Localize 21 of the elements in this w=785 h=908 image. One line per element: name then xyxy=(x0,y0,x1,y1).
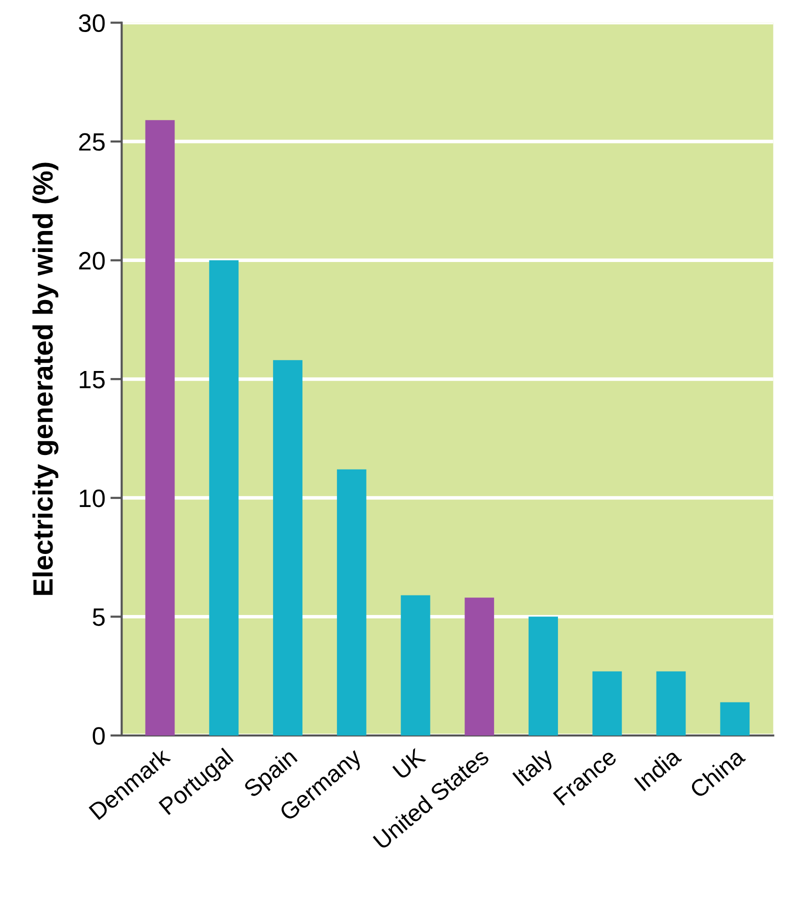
y-tick-label: 15 xyxy=(80,370,105,388)
bar xyxy=(273,360,302,736)
y-tick-label: 20 xyxy=(79,252,105,270)
y-tick-label: 25 xyxy=(79,133,105,151)
bar xyxy=(592,671,622,736)
y-tick-label: 30 xyxy=(78,14,105,32)
bar xyxy=(336,469,366,736)
y-tick-label: 5 xyxy=(92,608,105,626)
x-tick-label: UK xyxy=(392,747,426,780)
y-axis-title: Electricity generated by wind (%) xyxy=(32,162,58,595)
x-tick-label: Italy xyxy=(512,746,558,790)
bar xyxy=(400,595,430,736)
bar xyxy=(720,702,750,736)
bar xyxy=(528,616,558,736)
bar xyxy=(145,120,175,736)
y-tick-label: 0 xyxy=(92,727,105,745)
bar xyxy=(209,260,239,736)
bar xyxy=(656,671,686,736)
x-tick-label: India xyxy=(633,746,682,792)
bar xyxy=(464,598,494,736)
y-tick-label: 10 xyxy=(80,489,105,508)
